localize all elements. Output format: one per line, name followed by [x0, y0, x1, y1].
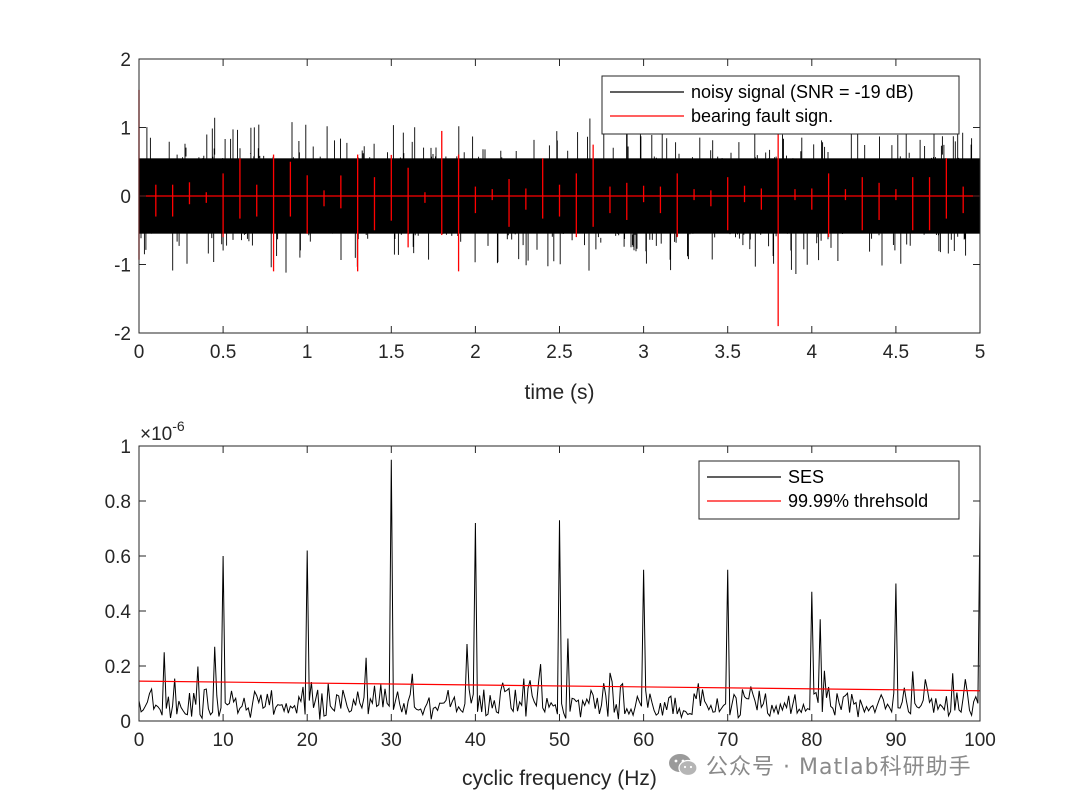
y-tick-label: -1: [114, 256, 131, 277]
y-tick-label: 0.6: [105, 547, 131, 568]
x-tick-label: 2.5: [546, 342, 572, 363]
x-tick-label: 0: [134, 342, 145, 363]
x-tick-label: 50: [549, 730, 570, 751]
x-tick-label: 10: [213, 730, 234, 751]
y-tick-label: 0.2: [105, 657, 131, 678]
legend-entry: SES: [788, 467, 824, 487]
y-tick-label: -2: [114, 324, 131, 345]
x-tick-label: 40: [465, 730, 486, 751]
x-tick-label: 30: [381, 730, 402, 751]
threshold-line: [138, 680, 981, 692]
y-tick-label: 0: [120, 187, 131, 208]
wechat-icon: [669, 754, 698, 777]
watermark-text: 公众号 · Matlab科研助手: [706, 755, 972, 780]
ses-axes: 0 10 20 30 40 50 60 70 80 90 100 0 0.2 0.4 0.6 0.8 1 ×1…: [105, 418, 996, 790]
ses-y-multiplier: ×10-6: [140, 418, 185, 445]
x-tick-label: 90: [885, 730, 906, 751]
y-tick-label: 0.8: [105, 492, 131, 513]
watermark: 公众号 · Matlab科研助手: [668, 748, 972, 782]
time-signal-plot-area: [138, 89, 981, 327]
ses-line: [138, 459, 981, 720]
legend-entry: noisy signal (SNR = -19 dB): [691, 82, 914, 102]
time-signal-x-ticks: 0 0.5 1 1.5 2 2.5 3 3.5 4 4.5 5: [134, 59, 986, 363]
legend-box: [698, 460, 960, 520]
y-tick-label: 0: [120, 712, 131, 733]
x-tick-label: 2: [470, 342, 481, 363]
y-tick-label: 1: [120, 437, 131, 458]
y-tick-label: 2: [120, 50, 131, 71]
legend-box: [601, 75, 960, 135]
x-tick-label: 60: [633, 730, 654, 751]
ses-x-axis-label: cyclic frequency (Hz): [462, 767, 657, 790]
legend-entry: 99.99% threhsold: [788, 491, 928, 511]
x-tick-label: 4.5: [883, 342, 909, 363]
legend-entry: bearing fault sign.: [691, 106, 833, 126]
time-signal-legend: noisy signal (SNR = -19 dB) bearing fault…: [601, 75, 960, 135]
time-signal-y-ticks: -2 -1 0 1 2: [114, 50, 980, 345]
x-tick-label: 20: [297, 730, 318, 751]
x-tick-label: 5: [975, 342, 986, 363]
y-tick-label: 0.4: [105, 602, 132, 623]
x-tick-label: 100: [964, 730, 996, 751]
x-tick-label: 1: [302, 342, 313, 363]
time-signal-x-axis-label: time (s): [525, 381, 595, 404]
y-tick-label: 1: [120, 119, 131, 140]
x-tick-label: 3: [638, 342, 649, 363]
ses-x-ticks: 0 10 20 30 40 50 60 70 80 90 100: [134, 446, 996, 751]
time-signal-axes: 0 0.5 1 1.5 2 2.5 3 3.5 4 4.5 5 -2 -1 0 1 2 time (s) n…: [114, 50, 985, 404]
ses-plot-area: [138, 459, 981, 720]
x-tick-label: 70: [717, 730, 738, 751]
x-tick-label: 1.5: [378, 342, 404, 363]
x-tick-label: 0.5: [210, 342, 236, 363]
x-tick-label: 4: [807, 342, 818, 363]
x-tick-label: 0: [134, 730, 145, 751]
x-tick-label: 3.5: [714, 342, 740, 363]
ses-legend: SES 99.99% threhsold: [698, 460, 960, 520]
x-tick-label: 80: [801, 730, 822, 751]
ses-y-ticks: 0 0.2 0.4 0.6 0.8 1: [105, 437, 980, 733]
